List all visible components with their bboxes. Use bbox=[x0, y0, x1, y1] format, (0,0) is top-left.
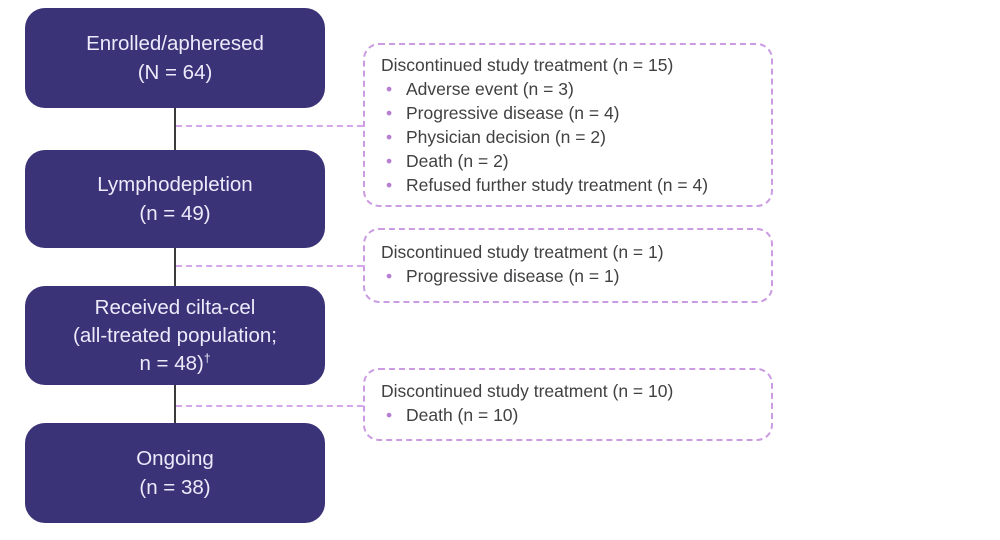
list-item-text: Physician decision (n = 2) bbox=[406, 127, 606, 147]
flow-box-label-line: Received cilta-cel bbox=[94, 295, 256, 319]
connector-dashed-2 bbox=[176, 265, 363, 267]
discontinued-box-title: Discontinued study treatment (n = 10) bbox=[381, 381, 674, 401]
list-item: • Adverse event (n = 3) bbox=[381, 77, 757, 101]
list-item: • Death (n = 10) bbox=[381, 403, 757, 427]
list-item-text: Adverse event (n = 3) bbox=[406, 79, 574, 99]
flow-box-label-line: (all-treated population; bbox=[73, 323, 277, 347]
dagger-footnote-marker: † bbox=[203, 350, 211, 365]
discontinued-box-title: Discontinued study treatment (n = 15) bbox=[381, 55, 674, 75]
bullet-icon: • bbox=[386, 103, 393, 123]
connector-vertical-2 bbox=[174, 248, 176, 286]
list-item-text: Death (n = 2) bbox=[406, 151, 509, 171]
list-item: • Progressive disease (n = 1) bbox=[381, 264, 757, 288]
discontinued-box-1: Discontinued study treatment (n = 15) • A… bbox=[363, 43, 773, 207]
list-item-text: Death (n = 10) bbox=[406, 405, 519, 425]
bullet-icon: • bbox=[386, 405, 393, 425]
discontinued-box-3: Discontinued study treatment (n = 10) • D… bbox=[363, 368, 773, 441]
bullet-icon: • bbox=[386, 127, 393, 147]
flow-box-label-line: n = 48)† bbox=[139, 350, 210, 378]
flow-box-label-text: n = 48) bbox=[139, 351, 204, 375]
flow-box-enrolled: Enrolled/apheresed (N = 64) bbox=[25, 8, 325, 108]
list-item-text: Progressive disease (n = 1) bbox=[406, 266, 620, 286]
flow-box-ongoing: Ongoing (n = 38) bbox=[25, 423, 325, 523]
discontinued-reason-list: • Adverse event (n = 3) • Progressive dise… bbox=[381, 77, 757, 197]
flow-box-lymphodepletion: Lymphodepletion (n = 49) bbox=[25, 150, 325, 248]
discontinued-box-2: Discontinued study treatment (n = 1) • Pr… bbox=[363, 228, 773, 303]
list-item: • Physician decision (n = 2) bbox=[381, 125, 757, 149]
bullet-icon: • bbox=[386, 266, 393, 286]
list-item: • Refused further study treatment (n = 4) bbox=[381, 173, 757, 197]
connector-vertical-3 bbox=[174, 385, 176, 423]
list-item-text: Progressive disease (n = 4) bbox=[406, 103, 620, 123]
flow-box-label-line: Enrolled/apheresed bbox=[86, 32, 264, 55]
bullet-icon: • bbox=[386, 175, 393, 195]
discontinued-box-title: Discontinued study treatment (n = 1) bbox=[381, 242, 664, 262]
flow-box-label-line: (n = 49) bbox=[139, 202, 211, 225]
flow-box-received-cilta-cel: Received cilta-cel (all-treated populati… bbox=[25, 286, 325, 385]
bullet-icon: • bbox=[386, 79, 393, 99]
connector-vertical-1 bbox=[174, 108, 176, 150]
bullet-icon: • bbox=[386, 151, 393, 171]
list-item-text: Refused further study treatment (n = 4) bbox=[406, 175, 709, 195]
connector-dashed-1 bbox=[176, 125, 363, 127]
discontinued-reason-list: • Progressive disease (n = 1) bbox=[381, 264, 757, 288]
flow-box-label-line: Lymphodepletion bbox=[97, 173, 253, 196]
flow-box-label-line: (N = 64) bbox=[137, 61, 213, 84]
connector-dashed-3 bbox=[176, 405, 363, 407]
discontinued-reason-list: • Death (n = 10) bbox=[381, 403, 757, 427]
list-item: • Death (n = 2) bbox=[381, 149, 757, 173]
flow-box-label-line: (n = 38) bbox=[139, 476, 211, 499]
list-item: • Progressive disease (n = 4) bbox=[381, 101, 757, 125]
flow-box-label-line: Ongoing bbox=[136, 447, 214, 470]
